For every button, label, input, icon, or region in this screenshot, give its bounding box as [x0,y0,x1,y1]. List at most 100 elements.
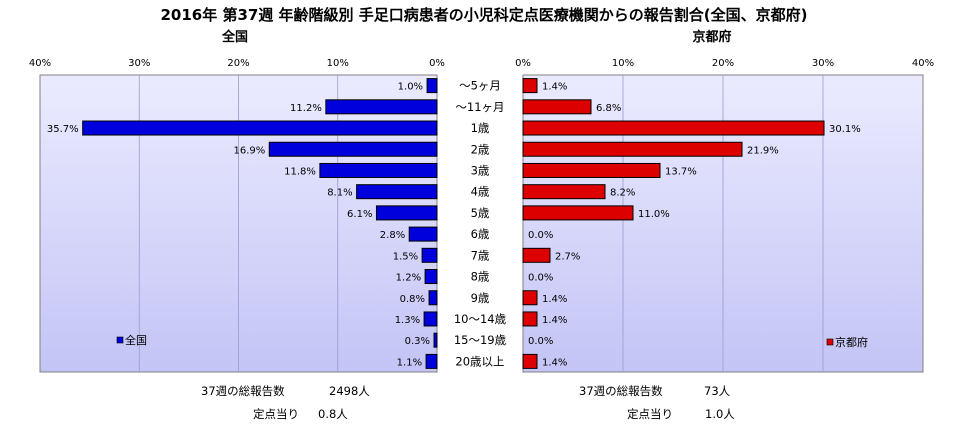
category-label: 9歳 [471,291,490,305]
legend-label-kyoto: 京都府 [835,335,868,349]
data-label-national: 1.0% [398,82,423,93]
data-label-kyoto: 6.8% [596,103,621,114]
legend-marker-national [116,336,124,344]
data-label-kyoto: 1.4% [542,294,567,305]
data-label-kyoto: 0.0% [528,230,553,241]
category-label: 10～14歳 [454,312,507,326]
left-tick-label: 10% [327,58,349,69]
data-label-national: 16.9% [233,145,265,156]
bar-national [319,162,438,178]
bar-national [424,269,438,285]
left-per-site-label: 定点当り [253,407,299,421]
bar-kyoto [522,120,825,136]
right-tick-label: 40% [912,58,934,69]
right-tick-label: 20% [712,58,734,69]
category-label: 1歳 [471,121,490,135]
data-label-national: 8.1% [327,188,352,199]
bar-national [426,78,438,94]
left-bars [82,78,438,369]
bar-national [82,120,438,136]
left-panel-title: 全国 [221,29,248,45]
bar-kyoto [522,141,743,157]
data-label-national: 2.8% [380,230,405,241]
legend-marker-kyoto [826,338,834,346]
left-tick-label: 0% [429,58,445,69]
category-label: 5歳 [471,206,490,220]
category-label: 4歳 [471,185,490,199]
right-axis-ticks: 0% 10% 20% 30% 40% [515,58,934,69]
bar-kyoto [522,184,606,200]
data-label-national: 35.7% [47,124,79,135]
bar-kyoto [522,205,634,221]
data-label-national: 6.1% [347,209,372,220]
category-label: 20歳以上 [455,354,504,368]
bar-kyoto [522,311,538,327]
bar-national [433,332,438,348]
chart-title: 2016年 第37週 年齢階級別 手足口病患者の小児科定点医療機関からの報告割合… [160,6,807,24]
right-tick-label: 0% [515,58,531,69]
data-label-kyoto: 2.7% [555,251,580,262]
right-tick-label: 10% [612,58,634,69]
right-tick-label: 30% [812,58,834,69]
data-label-kyoto: 13.7% [665,166,697,177]
data-label-kyoto: 1.4% [542,315,567,326]
left-per-site-value: 0.8人 [318,407,348,421]
category-labels: ～5ヶ月 ～11ヶ月 1歳 2歳 3歳 4歳 5歳 6歳 7歳 8歳 9歳 10～14歳 15～19歳 2… [454,79,507,369]
right-per-site-value: 1.0人 [705,407,735,421]
bar-national [408,226,438,242]
left-tick-label: 40% [29,58,51,69]
bar-national [425,353,438,369]
bar-national [423,311,438,327]
bar-national [325,99,438,115]
right-per-site-label: 定点当り [627,407,673,421]
data-label-kyoto: 0.0% [528,336,553,347]
bar-national [375,205,438,221]
data-label-national: 11.2% [290,103,322,114]
right-panel-title: 京都府 [692,29,731,45]
category-label: 2歳 [471,142,490,156]
bar-kyoto [522,99,592,115]
data-label-national: 0.8% [400,294,425,305]
left-data-labels: 1.0% 11.2% 35.7% 16.9% 11.8% 8.1% 6.1% 2.8% 1.5%… [47,82,430,369]
right-data-labels: 1.4%6.8%30.1%21.9%13.7%8.2%11.0%0.0%2.7%… [528,82,861,369]
data-label-kyoto: 1.4% [542,82,567,93]
category-label: 3歳 [471,163,490,177]
bar-national [428,290,438,306]
bar-kyoto [522,78,538,94]
data-label-national: 1.1% [397,357,422,368]
data-label-kyoto: 21.9% [747,145,779,156]
right-bars [522,78,825,369]
right-total-label: 37週の総報告数 [579,384,663,398]
data-label-national: 11.8% [284,166,316,177]
category-label: 7歳 [471,248,490,262]
category-label: ～5ヶ月 [459,79,501,93]
category-label: 8歳 [471,270,490,284]
bar-kyoto [522,290,538,306]
left-axis-ticks: 40% 30% 20% 10% 0% [29,58,445,69]
left-total-label: 37週の総報告数 [201,384,285,398]
bar-kyoto [522,353,538,369]
data-label-kyoto: 8.2% [610,188,635,199]
data-label-national: 1.3% [395,315,420,326]
left-tick-label: 20% [227,58,249,69]
bar-kyoto [522,247,551,263]
bar-national [268,141,438,157]
data-label-national: 1.2% [396,273,421,284]
right-total-value: 73人 [704,384,731,398]
category-label: ～11ヶ月 [455,100,504,114]
bar-national [356,184,438,200]
data-label-kyoto: 11.0% [638,209,670,220]
data-label-national: 0.3% [405,336,430,347]
data-label-kyoto: 0.0% [528,273,553,284]
data-label-kyoto: 1.4% [542,357,567,368]
data-label-kyoto: 30.1% [829,124,861,135]
data-label-national: 1.5% [393,251,418,262]
left-tick-label: 30% [128,58,150,69]
left-total-value: 2498人 [329,384,370,398]
category-label: 15～19歳 [454,333,507,347]
legend-label-national: 全国 [125,333,147,347]
bar-kyoto [522,162,661,178]
bar-national [421,247,438,263]
category-label: 6歳 [471,227,490,241]
